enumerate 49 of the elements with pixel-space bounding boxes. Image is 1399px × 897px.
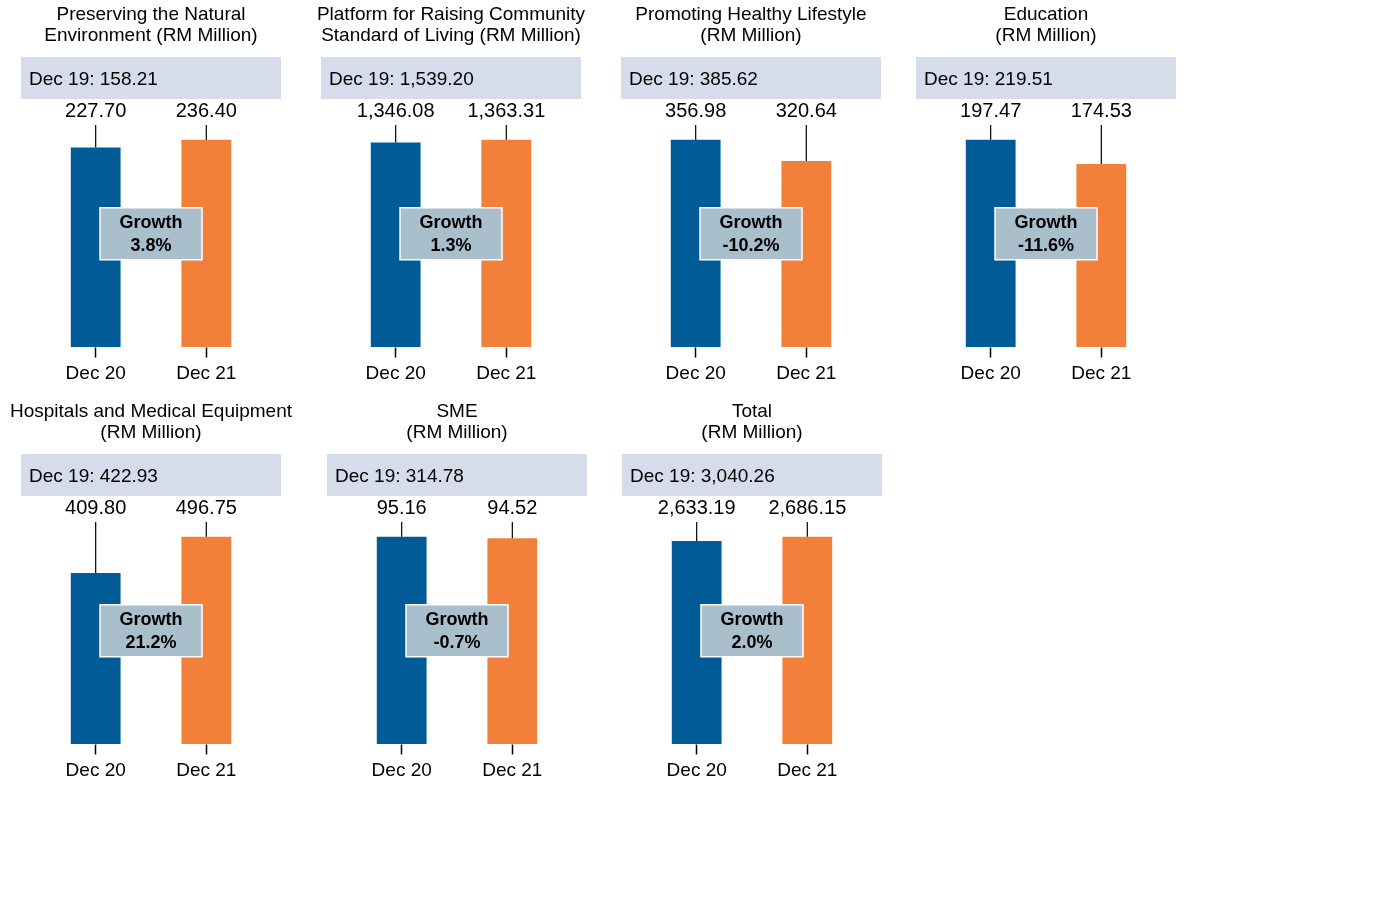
data-label: 409.80: [65, 496, 127, 518]
chart-title: Preserving the Natural Environment (RM Million): [44, 3, 258, 45]
x-tick-label: Dec 21: [482, 758, 543, 780]
chart-title: Total (RM Million): [701, 400, 803, 442]
chart-subtitle: Dec 19: 158.21: [29, 68, 158, 89]
x-tick-label: Dec 20: [365, 361, 426, 383]
x-tick-label: Dec 21: [776, 361, 837, 383]
data-label: 95.16: [376, 496, 427, 518]
data-label: 2,633.19: [657, 496, 736, 518]
data-label: 236.40: [175, 99, 237, 121]
x-tick-label: Dec 21: [1071, 361, 1132, 383]
x-tick-label: Dec 20: [666, 758, 727, 780]
x-tick-label: Dec 21: [176, 361, 237, 383]
data-label: 356.98: [665, 99, 727, 121]
annotation: Growth -0.7%: [425, 608, 489, 652]
data-label: 94.52: [487, 496, 538, 518]
data-label: 2,686.15: [768, 496, 847, 518]
x-tick-label: Dec 21: [476, 361, 537, 383]
chart-subtitle: Dec 19: 422.93: [29, 465, 158, 486]
chart-subtitle: Dec 19: 1,539.20: [329, 68, 474, 89]
x-tick-label: Dec 21: [777, 758, 838, 780]
chart-title: SME (RM Million): [406, 400, 508, 442]
chart-subtitle: Dec 19: 3,040.26: [630, 465, 775, 486]
data-label: 1,363.31: [467, 99, 546, 121]
annotation: Growth 3.8%: [119, 211, 183, 255]
x-tick-label: Dec 20: [65, 758, 126, 780]
x-tick-label: Dec 20: [960, 361, 1021, 383]
annotation: Growth -10.2%: [719, 211, 783, 255]
chart-subtitle: Dec 19: 385.62: [629, 68, 758, 89]
chart-subtitle: Dec 19: 314.78: [335, 465, 464, 486]
annotation: Growth 2.0%: [720, 608, 784, 652]
annotation: Growth -11.6%: [1014, 211, 1078, 255]
chart-title: Platform for Raising Community Standard of Living (RM Million): [316, 3, 586, 45]
data-label: 174.53: [1070, 99, 1132, 121]
data-label: 1,346.08: [356, 99, 435, 121]
data-label: 197.47: [960, 99, 1022, 121]
data-label: 227.70: [65, 99, 127, 121]
data-label: 320.64: [775, 99, 837, 121]
annotation: Growth 1.3%: [419, 211, 483, 255]
data-label: 496.75: [175, 496, 237, 518]
chart-title: Education (RM Million): [995, 3, 1097, 45]
x-tick-label: Dec 20: [371, 758, 432, 780]
x-tick-label: Dec 20: [665, 361, 726, 383]
annotation: Growth 21.2%: [119, 608, 183, 652]
x-tick-label: Dec 20: [65, 361, 126, 383]
chart-title: Hospitals and Medical Equipment (RM Million): [10, 400, 293, 442]
x-tick-label: Dec 21: [176, 758, 237, 780]
chart-title: Promoting Healthy Lifestyle (RM Million): [635, 3, 867, 45]
chart-subtitle: Dec 19: 219.51: [924, 68, 1053, 89]
